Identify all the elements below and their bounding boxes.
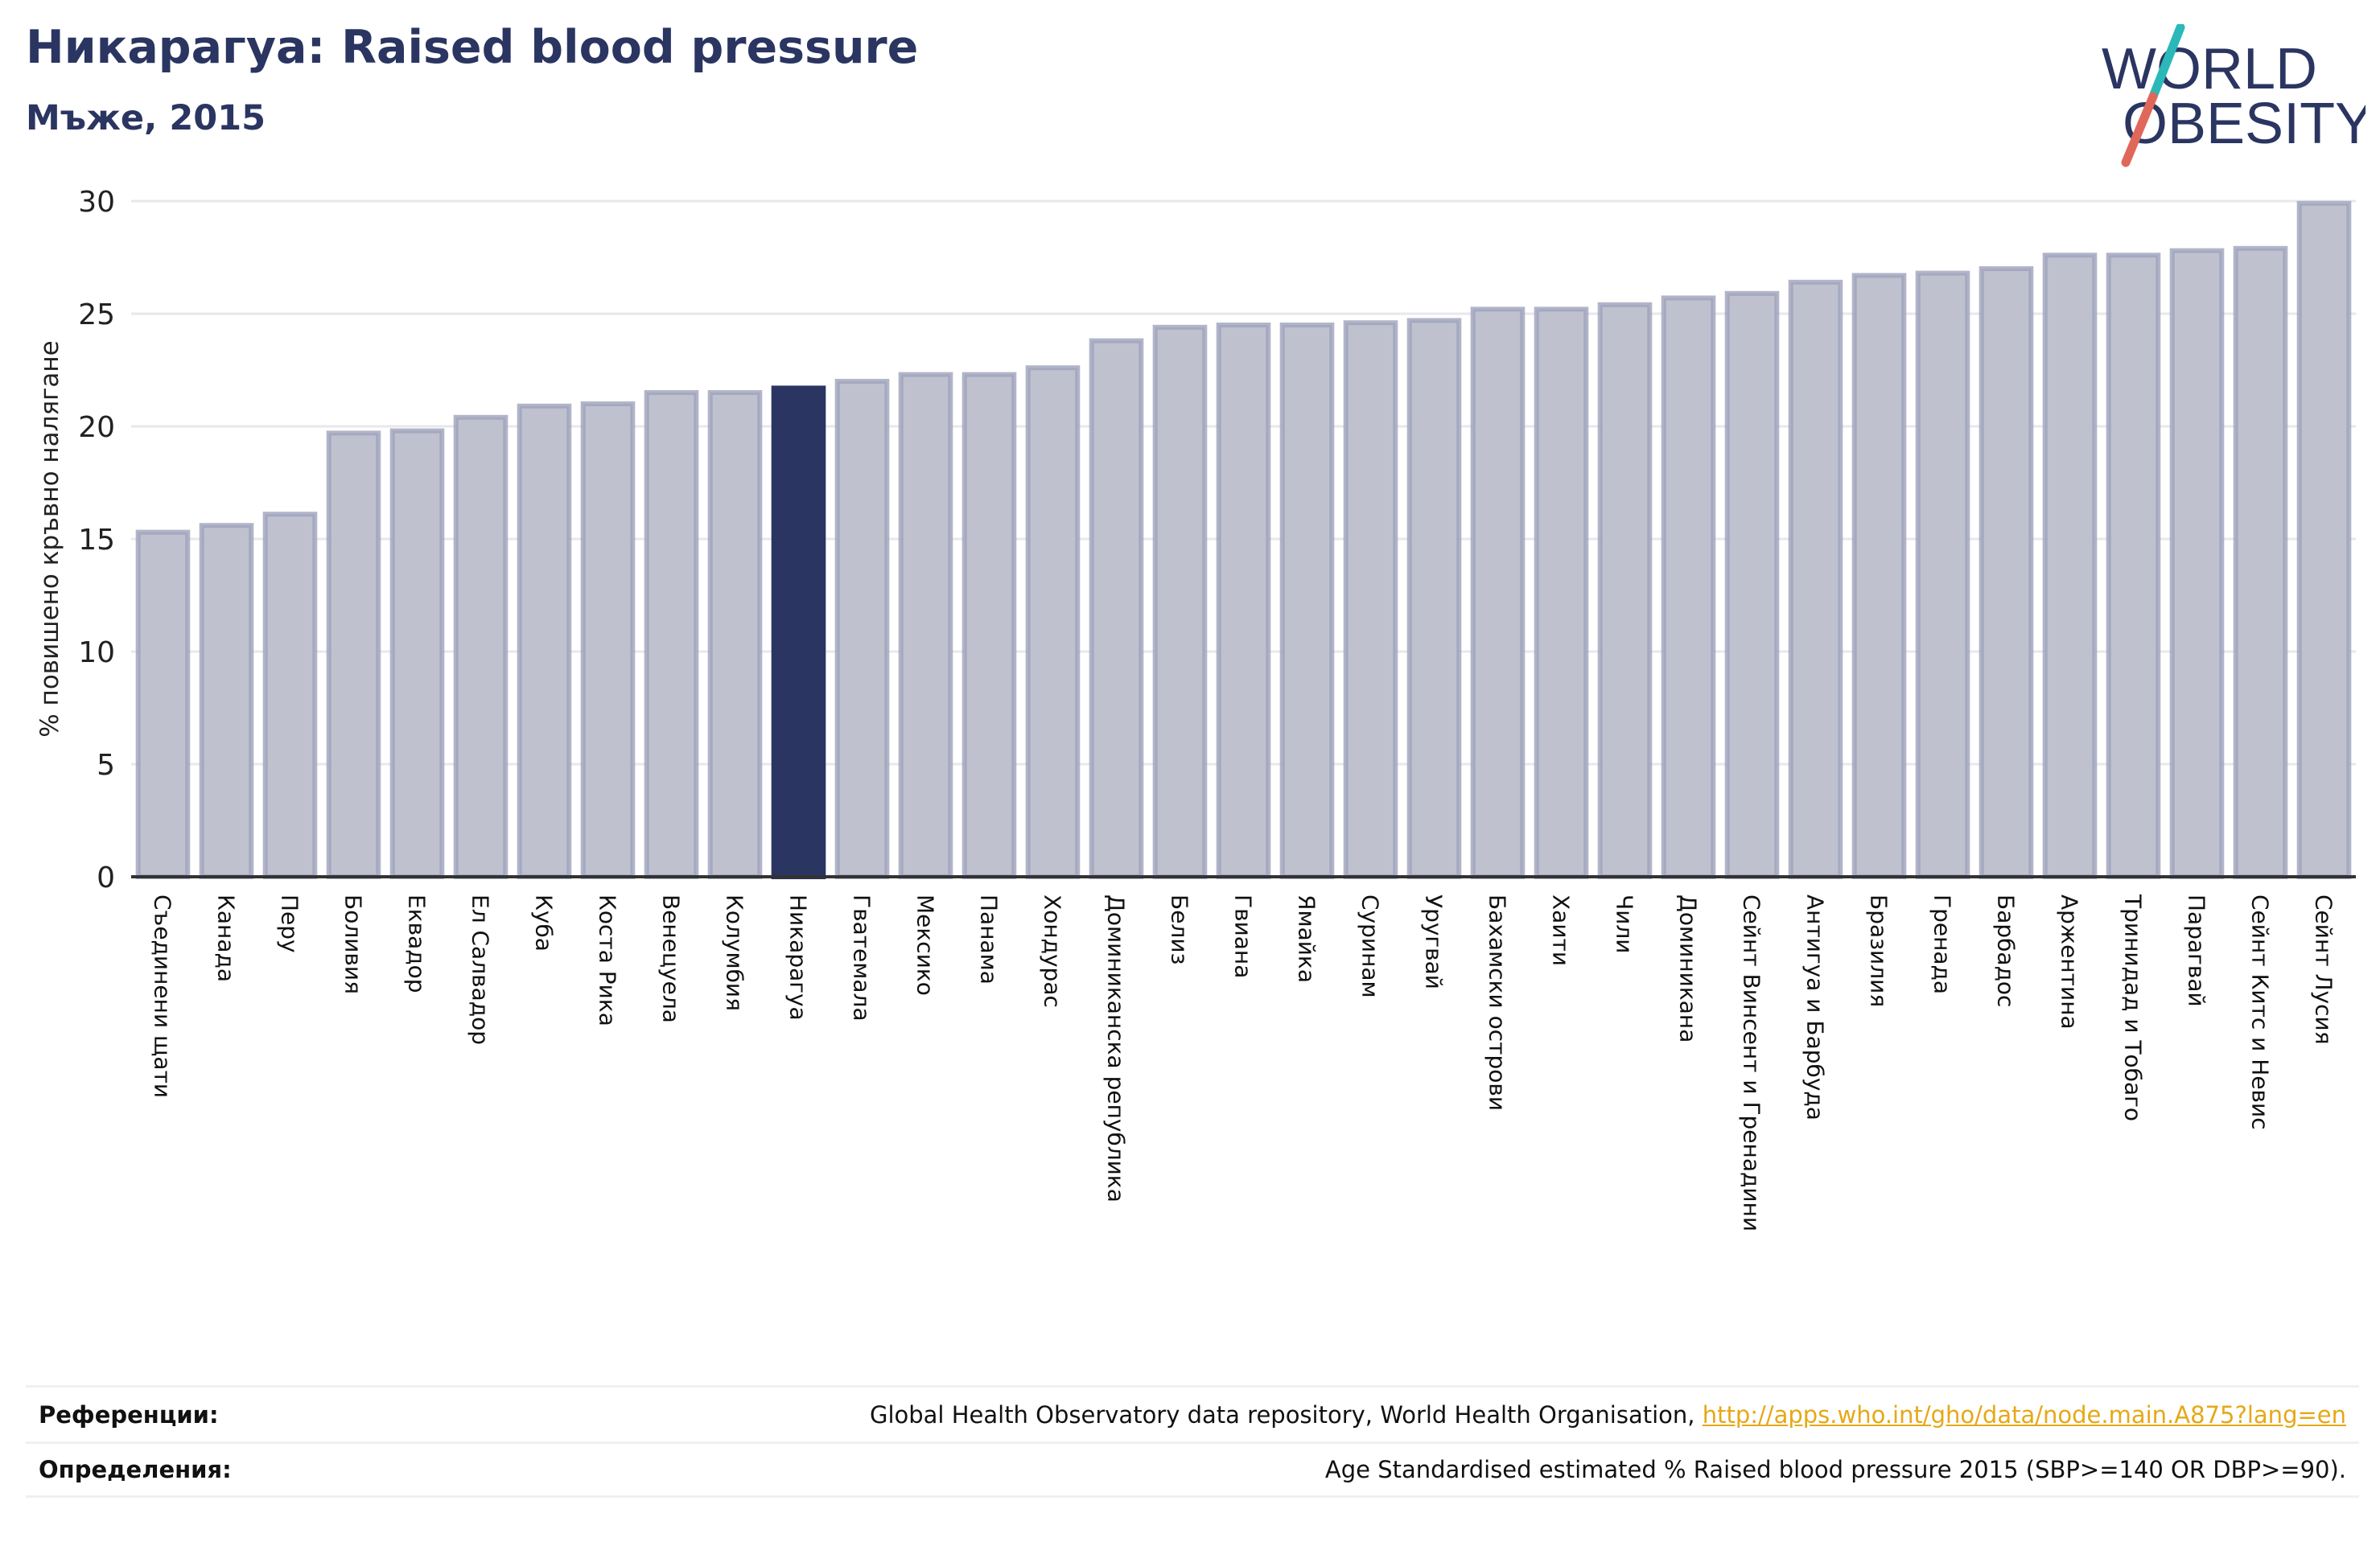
x-tick-label: Суринам: [1357, 894, 1384, 998]
bar: [1343, 320, 1398, 879]
bar: [453, 414, 509, 879]
bar: [1851, 273, 1907, 879]
bar: [2106, 253, 2161, 879]
bar: [834, 379, 890, 879]
bar: [2233, 245, 2288, 879]
x-tick-label: Гренада: [1929, 894, 1956, 994]
x-tick-label: Чили: [1612, 894, 1638, 954]
y-tick-label: 20: [78, 411, 115, 444]
chart-title: Никарагуа: Raised blood pressure: [26, 21, 919, 74]
logo-slash-bottom-icon: [2121, 92, 2158, 167]
bar: [1470, 306, 1526, 879]
bar: [707, 390, 763, 879]
bar: [2042, 253, 2098, 879]
bar: [1216, 323, 1271, 879]
bar: [199, 523, 254, 879]
bar: [389, 428, 445, 879]
bar: [1406, 318, 1462, 879]
bar: [1724, 290, 1780, 879]
x-tick-label: Бахамски острови: [1484, 894, 1511, 1111]
bar: [1597, 302, 1653, 879]
x-tick-label: Перу: [277, 894, 303, 953]
x-tick-label: Боливия: [340, 894, 367, 994]
bar: [961, 372, 1017, 880]
chart-subtitle: Мъже, 2015: [26, 98, 266, 138]
definitions-row: Определения: Age Standardised estimated …: [26, 1441, 2359, 1498]
x-tick-label: Панама: [976, 894, 1003, 985]
bar: [1025, 365, 1081, 879]
x-tick-label: Барбадос: [1993, 894, 2020, 1007]
x-tick-label: Венецуела: [658, 894, 685, 1023]
y-tick-label: 15: [78, 524, 115, 557]
references-text: Global Health Observatory data repositor…: [869, 1400, 1695, 1429]
bar: [517, 403, 572, 879]
x-tick-label: Куба: [531, 894, 558, 952]
y-axis-label: % повишено кръвно налягане: [35, 340, 64, 738]
x-tick-label: Парагвай: [2184, 894, 2210, 1007]
x-tick-label: Мексико: [912, 894, 939, 996]
x-tick-label: Бразилия: [1866, 894, 1892, 1007]
x-tick-label: Уругвай: [1421, 894, 1447, 989]
bar: [1534, 306, 1589, 879]
bar: [262, 512, 318, 879]
y-tick-label: 25: [78, 298, 115, 331]
x-tick-label: Тринидад и Тобаго: [2120, 894, 2147, 1121]
definitions-label: Определения:: [39, 1456, 232, 1483]
bar: [580, 401, 636, 879]
x-tick-label: Коста Рика: [595, 894, 621, 1026]
x-tick-label: Доминиканска република: [1103, 894, 1130, 1203]
logo-text-world: WORLD: [2102, 37, 2317, 101]
x-tick-label: Еквадор: [404, 894, 430, 993]
references-link[interactable]: http://apps.who.int/gho/data/node.main.A…: [1702, 1400, 2346, 1429]
bar: [1979, 266, 2034, 879]
footer: Референции: Global Health Observatory da…: [26, 1385, 2359, 1498]
bar: [898, 372, 953, 880]
bar: [1152, 324, 1208, 879]
bar: [326, 430, 381, 879]
world-obesity-logo: WORLD OBESITY: [2102, 24, 2366, 167]
x-tick-label: Аржентина: [2057, 894, 2083, 1030]
x-tick-label: Хондурас: [1040, 894, 1066, 1008]
references-row: Референции: Global Health Observatory da…: [26, 1385, 2359, 1441]
x-tick-label: Никарагуа: [785, 894, 812, 1021]
y-tick-label: 30: [78, 186, 115, 219]
y-tick-label: 10: [78, 636, 115, 669]
bar: [1661, 295, 1716, 879]
x-tick-label: Сейнт Винсент и Гренадини: [1739, 894, 1765, 1232]
bar: [2169, 248, 2225, 880]
x-tick-label: Колумбия: [722, 894, 748, 1011]
logo-slash-top-icon: [2148, 24, 2185, 101]
definitions-text: Age Standardised estimated % Raised bloo…: [1324, 1456, 2346, 1483]
x-tick-label: Ямайка: [1294, 894, 1320, 983]
x-tick-label: Белиз: [1167, 894, 1193, 964]
y-tick-label: 0: [97, 861, 115, 894]
x-tick-label: Гвиана: [1230, 894, 1257, 978]
x-tick-label: Канада: [213, 894, 240, 982]
x-tick-label: Доминикана: [1675, 894, 1702, 1042]
x-tick-label: Хаити: [1548, 894, 1575, 966]
bar-chart: 0 5 10 15 20 25 30 % повишено кръвно налягане Съ…: [35, 186, 2356, 1232]
bar: [1788, 279, 1843, 879]
bar: [1279, 323, 1335, 879]
bar: [1089, 338, 1144, 880]
highlighted-bar: [771, 385, 826, 879]
x-tick-label: Сейнт Китс и Невис: [2247, 894, 2274, 1130]
references-label: Референции:: [39, 1400, 219, 1429]
x-tick-label: Съединени щати: [150, 894, 176, 1098]
bar: [644, 390, 699, 879]
logo-text-obesity: OBESITY: [2123, 92, 2366, 156]
references-value: Global Health Observatory data repositor…: [870, 1401, 2346, 1429]
bar: [135, 529, 191, 879]
y-tick-label: 5: [97, 749, 115, 782]
bar: [2296, 200, 2352, 880]
x-tick-label: Ел Салвадор: [467, 894, 494, 1045]
bar: [1915, 270, 1970, 880]
x-tick-label: Антигуа и Барбуда: [1802, 894, 1829, 1121]
x-tick-label: Гватемала: [849, 894, 875, 1022]
x-tick-label: Сейнт Лусия: [2311, 894, 2337, 1045]
